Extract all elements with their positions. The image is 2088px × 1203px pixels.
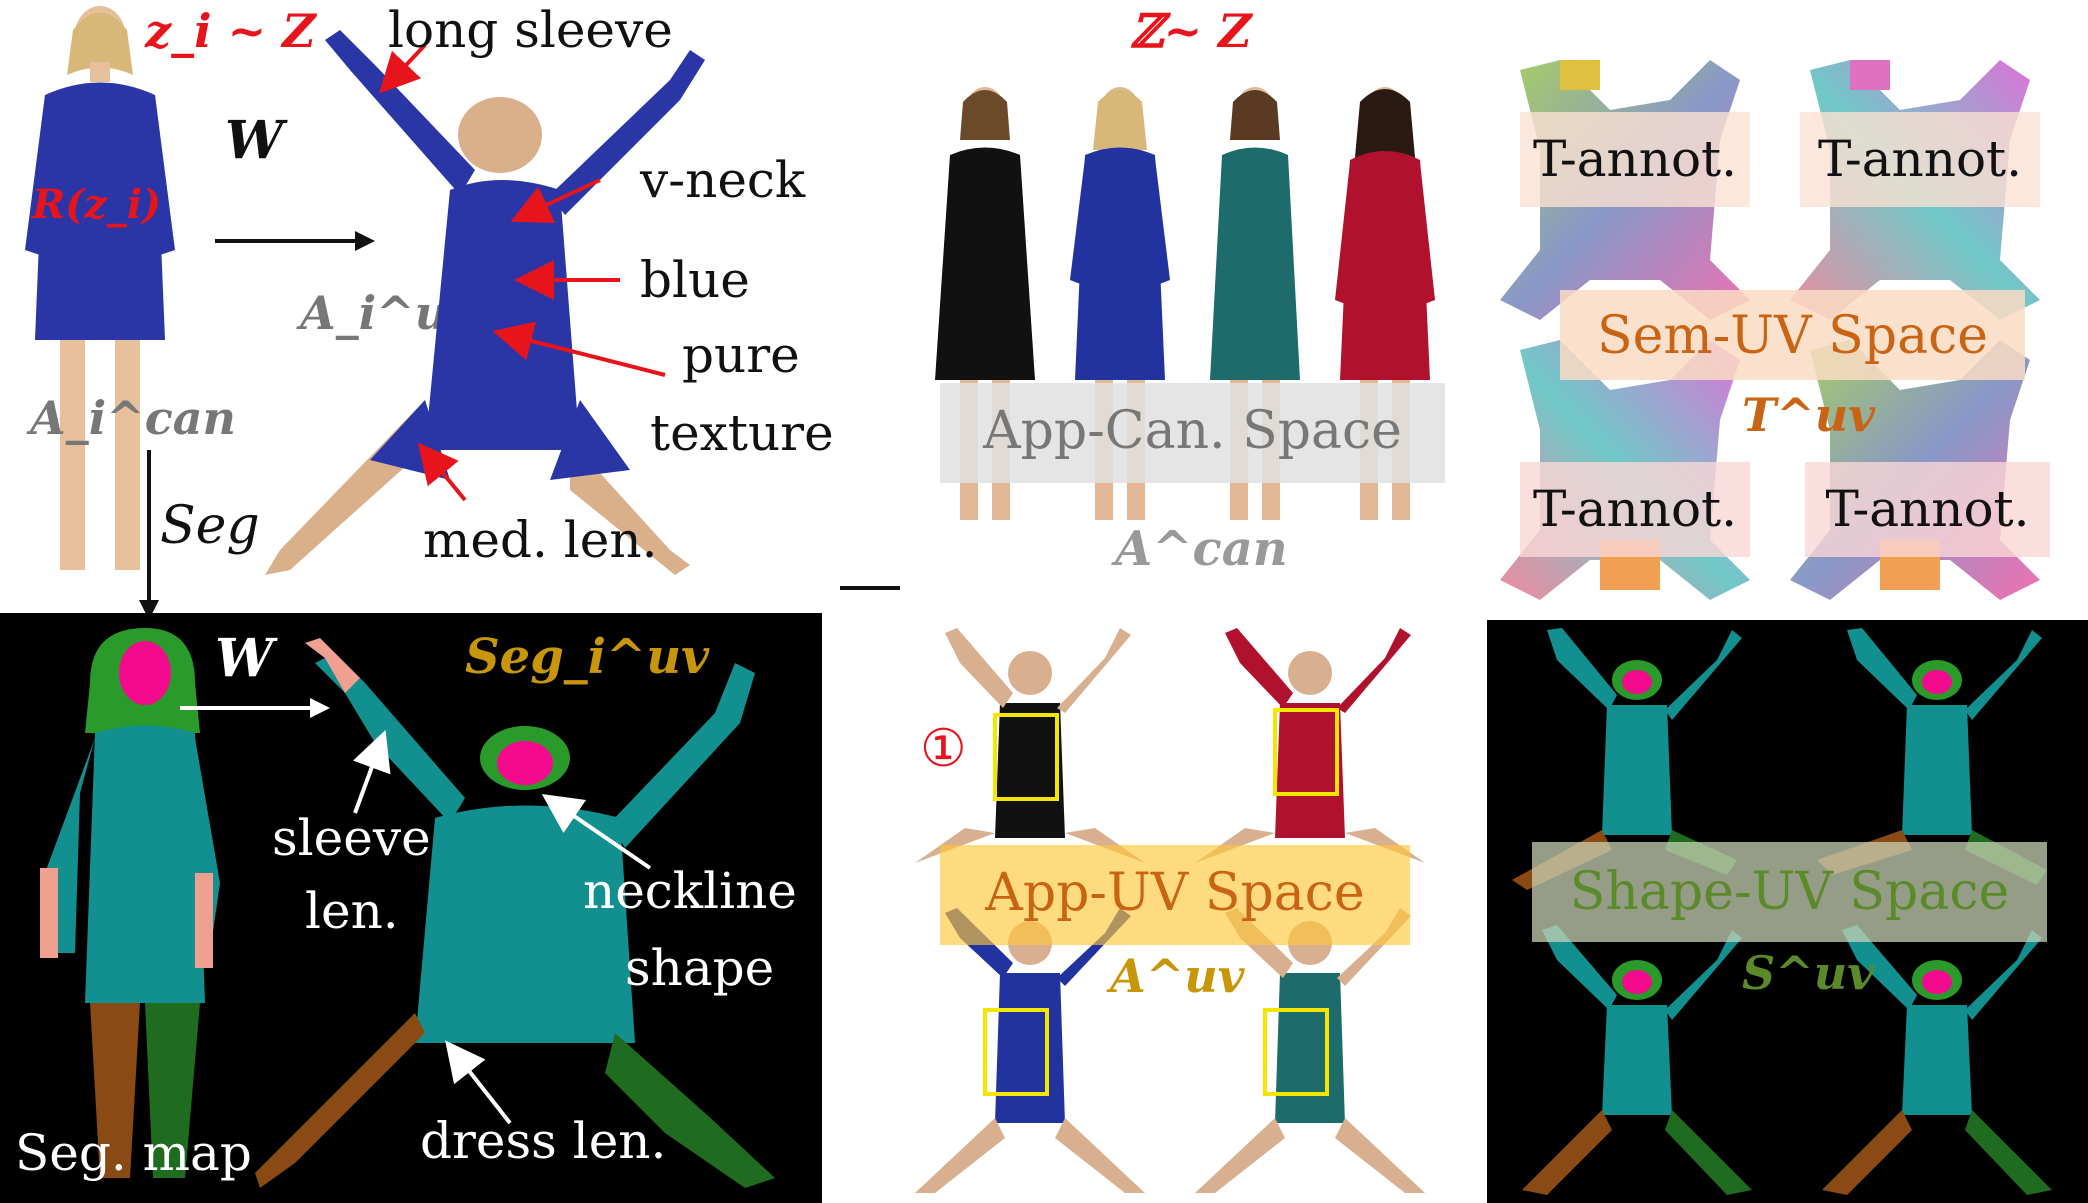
uv-blue-figure — [265, 30, 705, 575]
annot-neckline: neckline — [583, 862, 797, 920]
white-annotation-arrows — [352, 729, 652, 1125]
warp-symbol-bottom: W — [215, 628, 274, 689]
app-uv-space-label: App-UV Space — [940, 845, 1410, 945]
t-annot-label-4: T-annot. — [1805, 462, 2050, 557]
seg-down-arrow — [139, 450, 159, 620]
yellow-box-red — [1273, 708, 1339, 796]
annot-long-sleeve: long sleeve — [388, 1, 673, 59]
seg-uv-label: Seg_i^uv — [465, 629, 710, 685]
t-annot-label-1: T-annot. — [1520, 112, 1750, 207]
panel-bottom-right: Shape-UV Space S^uv — [1487, 620, 2088, 1203]
sem-uv-space-label: Sem-UV Space — [1560, 290, 2025, 380]
annot-sleeve: sleeve — [272, 809, 431, 867]
panel-top-middle: ℤ~ Z App-Can. Space A^can — [900, 0, 1460, 610]
render-label: R(z_i) — [32, 181, 162, 228]
marker-circled-one: ① — [920, 719, 967, 779]
warp-arrow-top — [215, 231, 375, 251]
red-annotation-arrows — [379, 43, 666, 502]
warp-symbol-top: W — [225, 110, 284, 171]
dress-model-2 — [1070, 87, 1170, 520]
annot-med-len: med. len. — [423, 511, 658, 569]
warp-arrow-bottom — [180, 698, 330, 718]
annot-pure: pure — [682, 326, 800, 384]
set-sample-label: ℤ~ Z — [1130, 4, 1252, 58]
t-annot-label-2: T-annot. — [1800, 112, 2040, 207]
app-uv-set-symbol: A^uv — [1110, 949, 1245, 1003]
yellow-box-blue — [983, 1008, 1049, 1096]
shape-uv-figures — [1512, 628, 2052, 1195]
app-can-set-symbol: A^can — [1115, 521, 1288, 577]
shape-uv-set-symbol: S^uv — [1742, 946, 1874, 1000]
panel-bottom-middle: ① App-UV Space A^uv — [875, 613, 1465, 1203]
seg-arrow-label: Seg — [160, 496, 260, 556]
annot-sleeve-len: len. — [305, 882, 399, 940]
annot-texture: texture — [650, 404, 834, 462]
seg-map-figure — [40, 628, 220, 1178]
panel-bottom-left: W Seg_i^uv sleeve len. neckline shape dr… — [0, 613, 822, 1203]
annot-dress-len: dress len. — [420, 1112, 667, 1170]
t-annot-label-3: T-annot. — [1520, 462, 1750, 557]
annot-blue: blue — [640, 251, 750, 309]
canonical-woman-figure — [25, 6, 175, 570]
panel-top-right: T-annot. T-annot. Sem-UV Space T^uv T-an… — [1480, 0, 2088, 615]
sem-uv-set-symbol: T^uv — [1742, 388, 1875, 442]
shape-uv-space-label: Shape-UV Space — [1532, 842, 2047, 942]
canonical-app-label: A_i^can — [30, 391, 236, 445]
app-can-space-label: App-Can. Space — [940, 383, 1445, 483]
z-sample-label: z_i ~ Z — [145, 4, 316, 58]
yellow-box-black — [993, 713, 1059, 801]
panel-top-left: z_i ~ Z R(z_i) W A_i^can A_i^uv Seg — [0, 0, 850, 620]
annot-v-neck: v-neck — [640, 151, 806, 209]
seg-map-label: Seg. map — [15, 1124, 252, 1182]
annot-shape: shape — [625, 939, 775, 997]
yellow-box-teal — [1263, 1008, 1329, 1096]
